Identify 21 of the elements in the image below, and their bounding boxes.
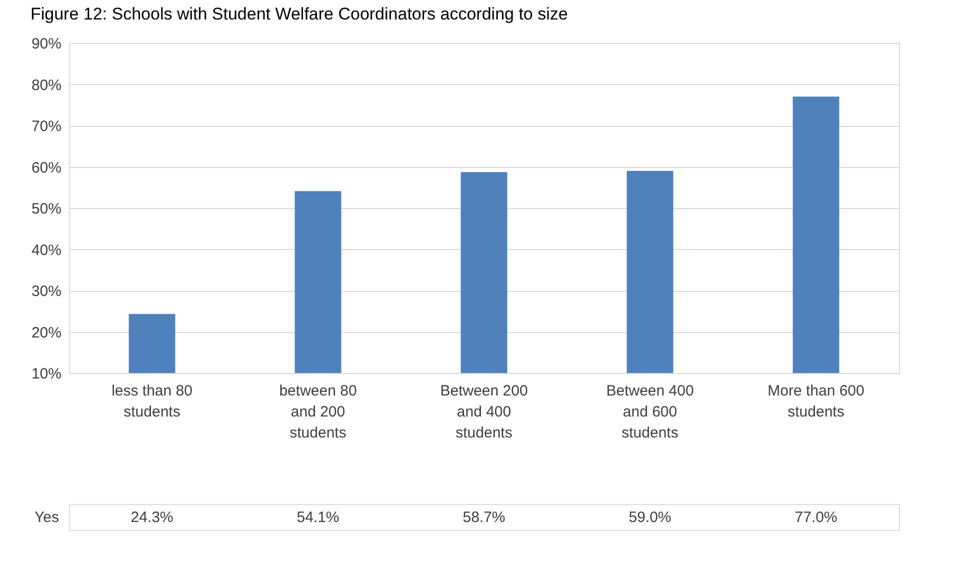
y-tick-label: 20% (31, 324, 62, 342)
data-label: 58.7% (462, 509, 506, 526)
y-tick-label: 60% (31, 159, 62, 176)
y-tick-label: 30% (31, 283, 62, 300)
data-label: 24.3% (130, 509, 174, 526)
x-tick-label: Between 200 and 400 students (440, 382, 528, 442)
data-label: 59.0% (628, 509, 672, 526)
x-tick-label: between 80 and 200 students (279, 382, 357, 442)
x-tick-label: Between 400 and 600 students (606, 382, 694, 442)
y-tick-label: 80% (31, 76, 62, 94)
y-tick-label: 10% (31, 366, 62, 382)
x-tick-label: More than 600 students (768, 382, 864, 420)
y-tick-label: 50% (31, 200, 62, 218)
data-label: 54.1% (296, 509, 340, 526)
data-label: 77.0% (794, 509, 838, 526)
x-tick-label: less than 80 students (112, 382, 192, 420)
chart-title: Figure 12: Schools with Student Welfare Coordinators according to size (30, 4, 568, 24)
text: Yes (34, 509, 59, 526)
y-tick-label: 40% (31, 242, 62, 259)
y-tick-label: 90% (31, 36, 62, 52)
y-tick-label: 70% (31, 118, 62, 135)
